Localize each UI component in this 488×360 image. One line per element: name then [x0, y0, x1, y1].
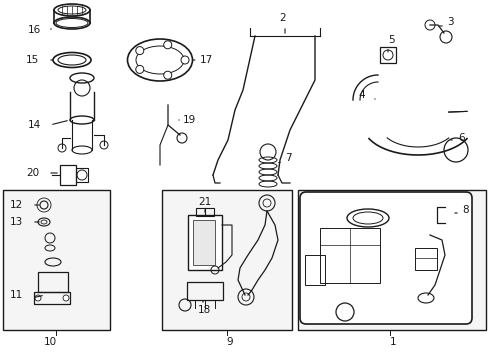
Text: 7: 7: [285, 153, 291, 163]
Circle shape: [63, 295, 69, 301]
Text: 14: 14: [28, 120, 41, 130]
Bar: [34, 292, 70, 304]
FancyBboxPatch shape: [299, 192, 471, 324]
Text: 11: 11: [10, 290, 23, 300]
Text: 8: 8: [461, 205, 468, 215]
Bar: [3, 190, 110, 330]
Circle shape: [181, 56, 189, 64]
Text: 5: 5: [387, 35, 394, 45]
Bar: [379, 47, 395, 63]
Bar: [38, 272, 68, 292]
Circle shape: [136, 46, 143, 55]
Text: 12: 12: [10, 200, 23, 210]
Bar: [187, 215, 222, 270]
Bar: [193, 220, 215, 265]
Text: 1: 1: [389, 337, 395, 347]
Bar: [297, 190, 485, 330]
Bar: [162, 190, 291, 330]
Text: 17: 17: [200, 55, 213, 65]
Text: 18: 18: [198, 305, 211, 315]
Text: 19: 19: [183, 115, 196, 125]
Bar: [319, 228, 379, 283]
Text: 3: 3: [446, 17, 453, 27]
Bar: [76, 168, 88, 182]
Circle shape: [163, 71, 171, 79]
Circle shape: [35, 295, 41, 301]
Bar: [60, 165, 76, 185]
Bar: [196, 208, 214, 216]
Text: 10: 10: [43, 337, 57, 347]
Bar: [186, 282, 223, 300]
Text: 15: 15: [26, 55, 39, 65]
Text: 9: 9: [226, 337, 233, 347]
Text: 20: 20: [26, 168, 39, 178]
Text: 2: 2: [279, 13, 285, 23]
Text: 6: 6: [457, 133, 464, 143]
Text: 21: 21: [198, 197, 211, 207]
Circle shape: [45, 233, 55, 243]
Text: 4: 4: [357, 90, 364, 100]
Circle shape: [163, 41, 171, 49]
Bar: [305, 255, 325, 285]
Text: 16: 16: [28, 25, 41, 35]
Bar: [414, 248, 436, 270]
Text: 13: 13: [10, 217, 23, 227]
Circle shape: [136, 66, 143, 73]
